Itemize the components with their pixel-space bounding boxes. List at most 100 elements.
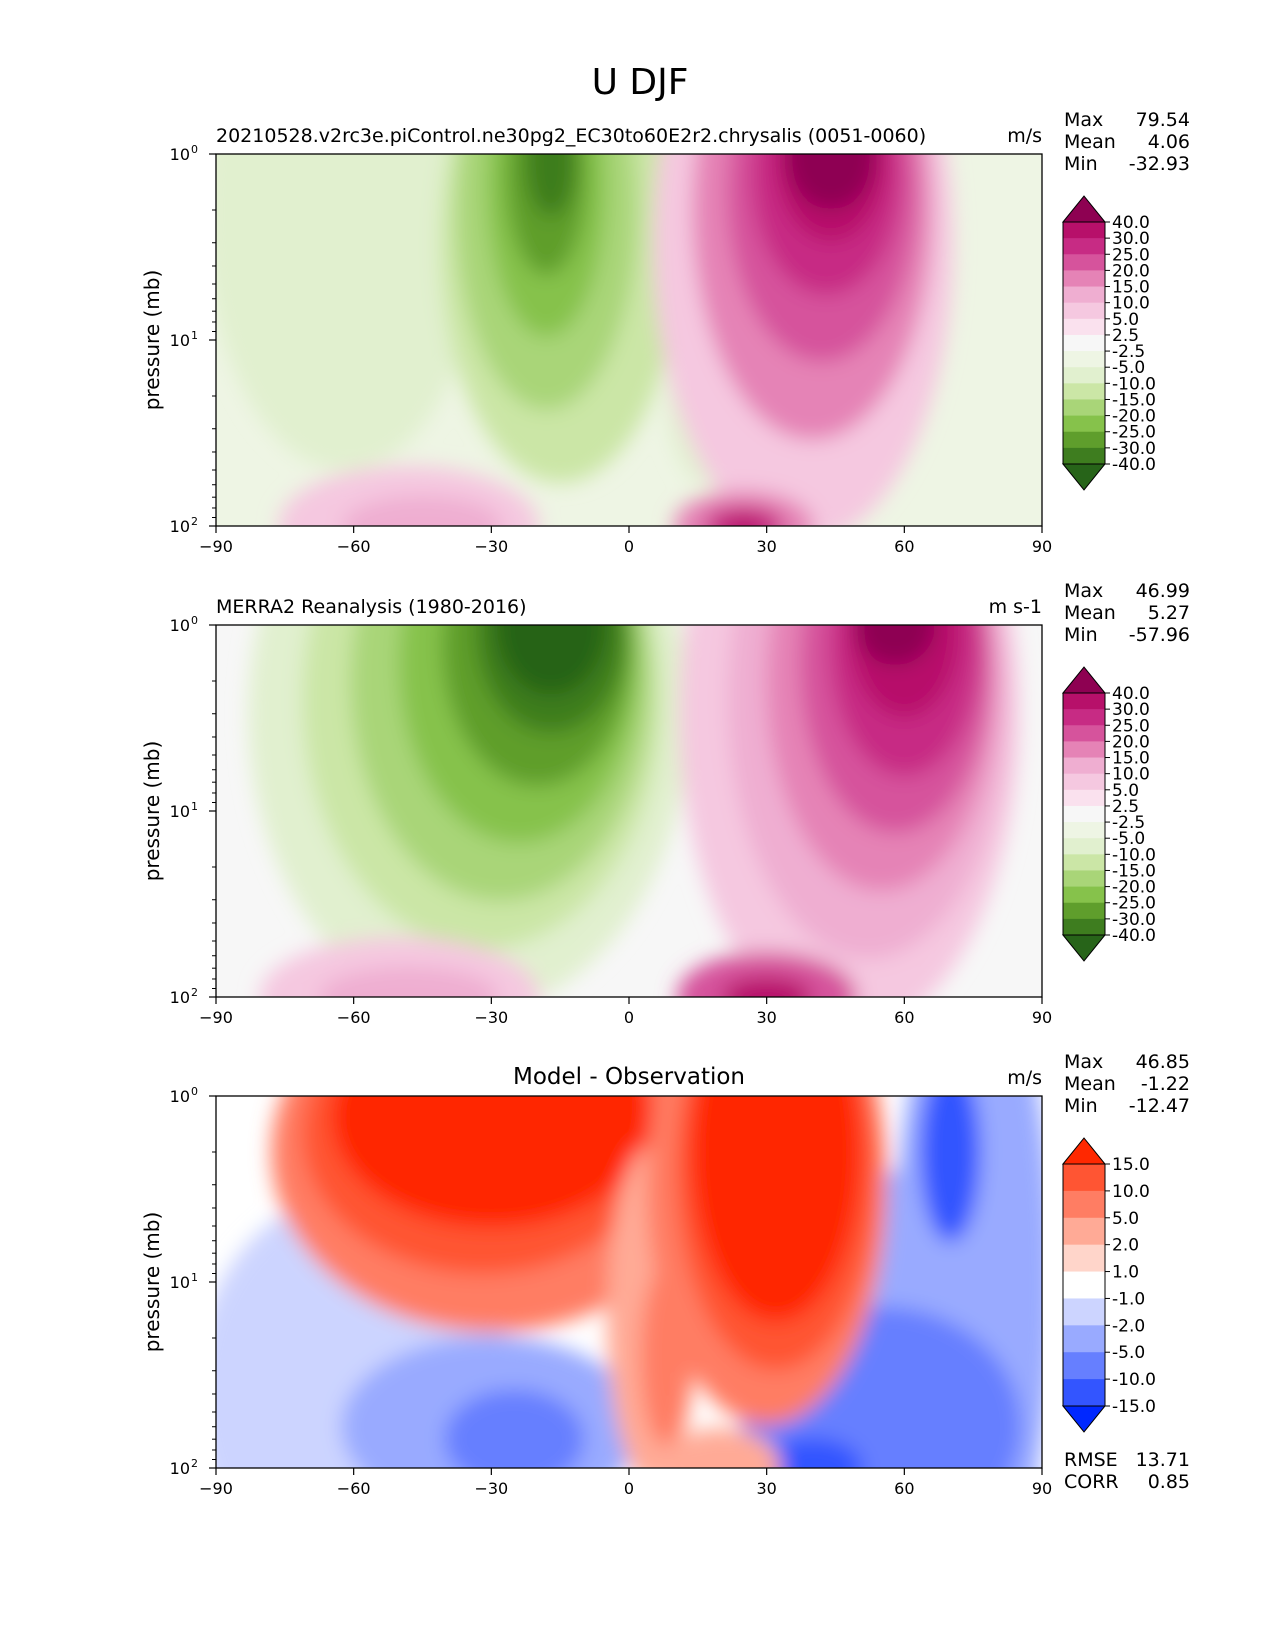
colorbar-tick-label: 5.0 [1112, 781, 1139, 801]
colorbar-extend-min [1061, 1405, 1107, 1433]
colorbar-swatch [1063, 693, 1105, 710]
colorbar-swatch [1063, 725, 1105, 742]
colorbar-swatch [1063, 1379, 1105, 1407]
x-tick-label: 90 [1032, 1008, 1052, 1027]
colorbar-swatch [1063, 383, 1105, 400]
x-tick-label: 60 [894, 1008, 914, 1027]
colorbar-swatch [1063, 854, 1105, 871]
x-tick-label: 30 [756, 537, 776, 556]
colorbar: 40.030.025.020.015.010.05.02.5-2.5-5.0-1… [1061, 195, 1156, 491]
colorbar-tick-label: -15.0 [1112, 861, 1156, 881]
colorbar-swatch [1063, 1244, 1105, 1273]
colorbar-swatch [1063, 1298, 1105, 1326]
colorbar-extend-max [1061, 666, 1107, 694]
x-tick-label: −90 [199, 1008, 233, 1027]
y-tick-exponent: 2 [191, 515, 198, 528]
colorbar-swatch [1063, 757, 1105, 775]
colorbar-tick-label: -15.0 [1112, 1397, 1156, 1417]
y-tick-exponent: 2 [191, 986, 198, 999]
colorbar-frame [1062, 692, 1106, 936]
units-label: m/s [1007, 1067, 1042, 1089]
colorbar-swatch [1063, 447, 1105, 465]
x-tick-label: −30 [474, 537, 508, 556]
y-tick-exponent: 1 [191, 800, 198, 813]
colorbar-swatch [1063, 367, 1105, 384]
colorbar-extend-min [1061, 934, 1107, 962]
chart-panel-3: Model - Observation m/s pressure (mb) −90 −6… [140, 1051, 1190, 1498]
x-tick-label: −90 [199, 537, 233, 556]
colorbar-tick-label: 25.0 [1112, 716, 1150, 736]
colorbar-tick-label: 2.0 [1112, 1236, 1139, 1256]
y-tick-exponent: 2 [191, 1457, 198, 1470]
stat-value: 79.54 [1136, 109, 1190, 131]
y-tick-exponent: 1 [191, 1271, 198, 1284]
colorbar-extend-max [1061, 195, 1107, 223]
colorbar-swatch [1063, 351, 1105, 368]
y-axis-label: pressure (mb) [140, 270, 164, 411]
y-tick-label: 10 [170, 1273, 190, 1292]
colorbar-swatch [1063, 1352, 1105, 1380]
colorbar-tick-label: -40.0 [1112, 926, 1156, 946]
x-tick-label: 60 [894, 537, 914, 556]
panel-title: Model - Observation [513, 1064, 745, 1090]
contour-region [723, 516, 764, 526]
y-tick-exponent: 0 [191, 614, 198, 627]
y-tick-label: 10 [170, 802, 190, 821]
stat-label: RMSE [1064, 1449, 1118, 1471]
colorbar-tick-label: -30.0 [1112, 910, 1156, 930]
colorbar-tick-label: 10.0 [1112, 765, 1150, 785]
x-tick-label: 0 [624, 1008, 634, 1027]
colorbar-tick-label: -10.0 [1112, 1370, 1156, 1390]
contour-region [660, 1428, 781, 1468]
stat-value: 46.85 [1136, 1051, 1190, 1073]
stat-value: -12.47 [1129, 1095, 1190, 1117]
colorbar-swatch [1063, 886, 1105, 904]
colorbar-swatch [1063, 741, 1105, 759]
colorbar-tick-label: 30.0 [1112, 700, 1150, 720]
colorbar: 15.0 10.0 5.0 2.0 1.0 -1.0 -2.0 -5.0 -10.0 -15.0 [1061, 1137, 1156, 1433]
colorbar-tick-label: 40.0 [1112, 684, 1150, 704]
y-tick-label: 10 [170, 616, 190, 635]
colorbar-swatch [1063, 222, 1105, 239]
colorbar-tick-label: -5.0 [1112, 829, 1145, 849]
colorbar-tick-label: -20.0 [1112, 878, 1156, 898]
colorbar-tick-label: -2.0 [1112, 1316, 1145, 1336]
colorbar-tick-label: -30.0 [1112, 439, 1156, 459]
stat-value: 13.71 [1136, 1449, 1190, 1471]
colorbar-swatch [1063, 286, 1105, 304]
colorbar-tick-label: 5.0 [1112, 310, 1139, 330]
colorbar-swatch [1063, 1325, 1105, 1353]
colorbar-swatch [1063, 254, 1105, 271]
x-tick-label: 30 [756, 1479, 776, 1498]
contour-region [855, 625, 936, 665]
colorbar-swatch [1063, 870, 1105, 888]
colorbar-tick-label: 20.0 [1112, 732, 1150, 752]
colorbar-swatch [1063, 838, 1105, 855]
x-tick-label: −60 [337, 1479, 371, 1498]
contour-region [342, 496, 503, 526]
stat-value: 46.99 [1136, 580, 1190, 602]
stat-label: Min [1064, 624, 1098, 646]
colorbar-swatch [1063, 1190, 1105, 1219]
panel-title: MERRA2 Reanalysis (1980-2016) [216, 596, 527, 618]
colorbar-swatch [1063, 918, 1105, 936]
colorbar-tick-label: 15.0 [1112, 749, 1150, 769]
colorbar-tick-label: 40.0 [1112, 213, 1150, 233]
contour-field [216, 625, 1042, 997]
colorbar-swatch [1063, 805, 1105, 823]
colorbar-tick-label: -2.5 [1112, 813, 1145, 833]
stat-value: 0.85 [1148, 1471, 1190, 1493]
colorbar-tick-label: 2.5 [1112, 326, 1139, 346]
contour-region [721, 977, 812, 997]
colorbar-tick-label: 10.0 [1112, 294, 1150, 314]
stat-label: Max [1064, 580, 1103, 602]
colorbar-tick-label: 1.0 [1112, 1263, 1139, 1283]
y-tick-label: 10 [170, 988, 190, 1007]
colorbar-swatch [1063, 431, 1105, 449]
x-tick-label: 30 [756, 1008, 776, 1027]
colorbar-swatch [1063, 709, 1105, 726]
colorbar-tick-label: 2.5 [1112, 797, 1139, 817]
stat-label: Max [1064, 109, 1103, 131]
x-tick-label: 60 [894, 1479, 914, 1498]
